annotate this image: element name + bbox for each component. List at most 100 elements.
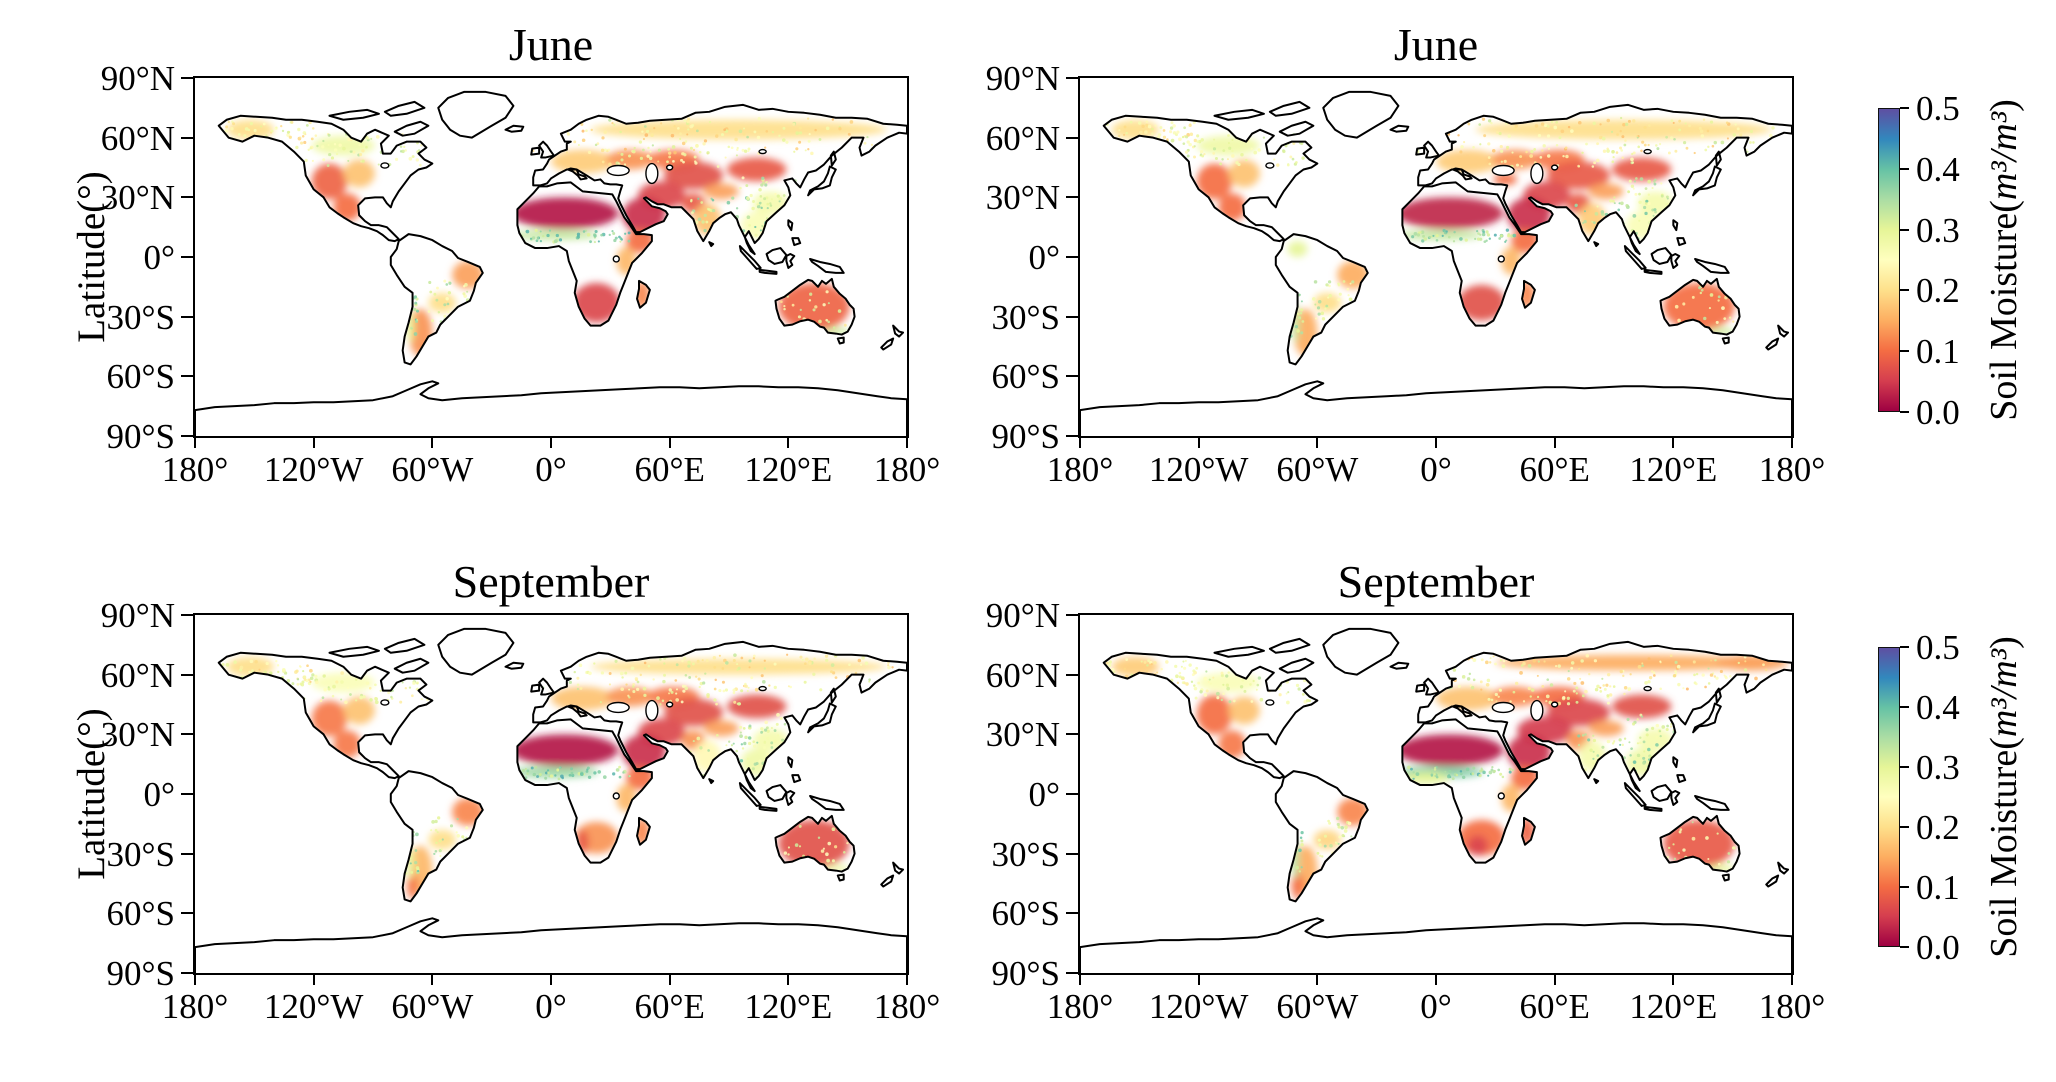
x-tick-label: 120°W — [263, 450, 364, 489]
y-tick-mark — [1066, 315, 1080, 318]
y-tick-mark — [1066, 852, 1080, 855]
x-tick-mark — [1435, 973, 1437, 985]
x-tick-label: 60°W — [1276, 987, 1359, 1026]
x-tick-label: 0° — [1420, 987, 1452, 1026]
y-tick-mark — [181, 912, 195, 915]
y-tick-mark — [1066, 77, 1080, 79]
colorbar-tick-label: 0.1 — [1916, 868, 1960, 907]
y-tick-label: 90°N — [985, 596, 1060, 635]
x-tick-label: 120°W — [1148, 987, 1249, 1026]
colorbar-tick-mark — [1900, 228, 1909, 231]
y-tick-label: 30°S — [991, 297, 1060, 337]
panel-title: June — [508, 19, 594, 70]
colorbar-tick-label: 0.5 — [1916, 628, 1960, 667]
y-tick-label: 90°N — [100, 59, 175, 98]
colorbar-axis-label: Soil Moisture(m³/m³) — [1975, 487, 2033, 1082]
y-tick-mark — [1066, 435, 1080, 437]
y-tick-label: 90°S — [106, 417, 175, 456]
y-tick-label: 60°N — [985, 118, 1060, 158]
x-tick-label: 180° — [1758, 987, 1826, 1026]
map-plot-area — [1078, 76, 1794, 438]
panel-title: September — [452, 556, 650, 607]
x-tick-mark — [312, 436, 315, 448]
colorbar-tick-mark — [1900, 826, 1909, 828]
x-tick-label: 60°W — [391, 450, 474, 489]
colorbar-tick-mark — [1900, 886, 1909, 888]
x-tick-mark — [668, 436, 671, 448]
colorbar-tick-mark — [1900, 706, 1909, 708]
colorbar-label-prefix: Soil Moisture( — [1983, 200, 2025, 421]
x-tick-mark — [312, 973, 315, 985]
y-tick-mark — [1066, 136, 1080, 139]
colorbar-tick-mark — [1900, 167, 1909, 170]
colorbar-tick-mark — [1900, 411, 1909, 413]
x-tick-mark — [1553, 436, 1556, 448]
colorbar-tick-label: 0.2 — [1916, 808, 1960, 847]
y-tick-label: 0° — [1028, 238, 1061, 277]
colorbar-tick-label: 0.0 — [1916, 928, 1960, 967]
x-tick-mark — [1079, 436, 1081, 448]
y-tick-mark — [181, 77, 195, 79]
y-tick-mark — [1066, 375, 1080, 378]
x-tick-label: 120°E — [744, 450, 833, 489]
y-tick-label: 60°N — [100, 118, 175, 158]
x-tick-label: 60°E — [634, 987, 705, 1026]
x-tick-label: 0° — [535, 987, 567, 1026]
latitude-axis-label: Latitude(°) — [69, 171, 113, 343]
colorbar-label-suffix: ) — [1983, 99, 2025, 112]
y-tick-mark — [1066, 196, 1080, 199]
y-tick-label: 30°S — [106, 297, 175, 337]
y-tick-mark — [181, 315, 195, 318]
colorbar-tick-mark — [1900, 107, 1909, 109]
x-tick-mark — [1316, 973, 1319, 985]
x-tick-mark — [787, 973, 790, 985]
panel-title: September — [1337, 556, 1535, 607]
x-tick-label: 0° — [535, 450, 567, 489]
y-tick-label: 0° — [1028, 775, 1061, 814]
colorbar-tick-mark — [1900, 350, 1909, 353]
y-tick-mark — [1066, 614, 1080, 616]
x-tick-label: 120°E — [1629, 450, 1718, 489]
y-tick-label: 90°N — [985, 59, 1060, 98]
map-plot-area — [1078, 613, 1794, 975]
world-map — [195, 615, 907, 973]
y-tick-label: 0° — [143, 775, 176, 814]
x-tick-mark — [194, 973, 196, 985]
y-tick-label: 30°N — [985, 715, 1060, 755]
y-tick-label: 60°S — [991, 357, 1060, 397]
y-tick-label: 90°S — [991, 954, 1060, 993]
x-tick-mark — [1197, 436, 1200, 448]
x-tick-mark — [431, 973, 434, 985]
world-map — [1080, 615, 1792, 973]
x-tick-label: 120°W — [263, 987, 364, 1026]
x-tick-mark — [550, 436, 552, 448]
panel-title: June — [1393, 19, 1479, 70]
x-tick-mark — [1791, 973, 1793, 985]
y-tick-mark — [181, 793, 195, 795]
y-tick-label: 90°S — [991, 417, 1060, 456]
x-tick-mark — [194, 436, 196, 448]
x-tick-label: 120°E — [1629, 987, 1718, 1026]
colorbar-gradient — [1878, 108, 1900, 412]
x-tick-label: 180° — [873, 987, 941, 1026]
y-tick-label: 30°N — [985, 178, 1060, 218]
y-tick-label: 90°S — [106, 954, 175, 993]
y-tick-mark — [181, 852, 195, 855]
y-tick-mark — [181, 136, 195, 139]
colorbar-tick-label: 0.3 — [1916, 210, 1960, 250]
x-tick-label: 0° — [1420, 450, 1452, 489]
x-tick-label: 120°W — [1148, 450, 1249, 489]
y-tick-label: 60°S — [106, 894, 175, 934]
colorbar-axis-label: Soil Moisture(m³/m³) — [1975, 0, 2033, 570]
y-tick-mark — [181, 196, 195, 199]
colorbar-tick-label: 0.2 — [1916, 271, 1960, 311]
y-tick-label: 30°S — [991, 834, 1060, 874]
y-tick-mark — [181, 673, 195, 676]
latitude-axis-label: Latitude(°) — [69, 708, 113, 880]
world-map — [195, 78, 907, 436]
y-tick-mark — [1066, 733, 1080, 736]
x-tick-mark — [1435, 436, 1437, 448]
x-tick-label: 120°E — [744, 987, 833, 1026]
colorbar-tick-mark — [1900, 289, 1909, 292]
map-plot-area — [193, 76, 909, 438]
